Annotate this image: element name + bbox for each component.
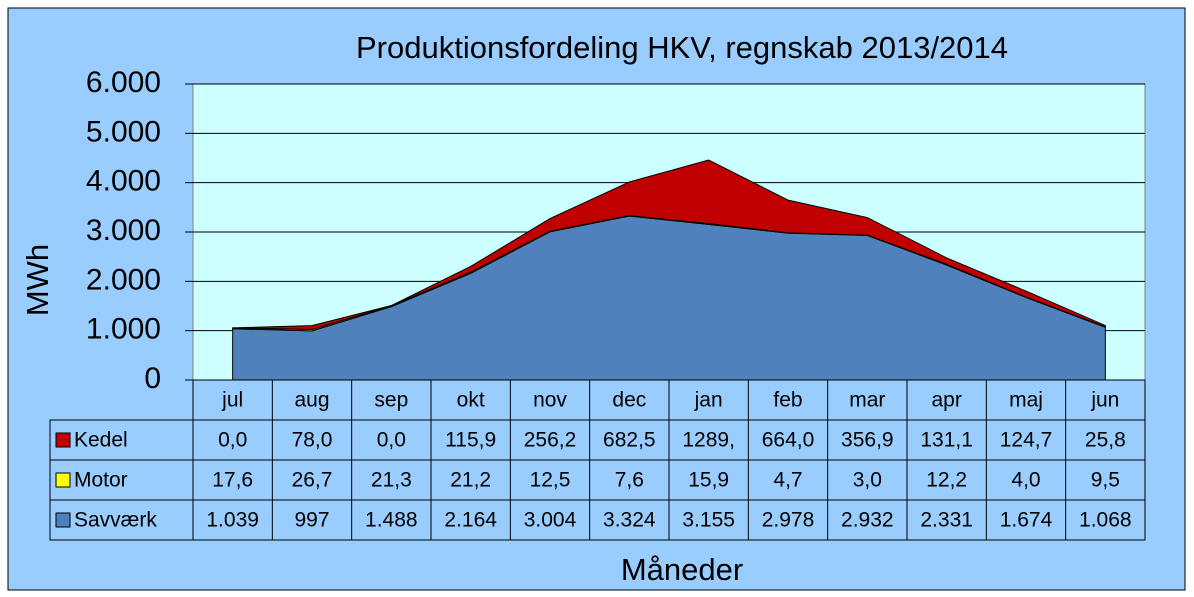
y-tick-label: 0: [144, 362, 161, 395]
table-value: 1289,: [682, 429, 735, 452]
x-tick-label: apr: [931, 389, 961, 412]
legend-swatch: [55, 432, 71, 448]
legend-swatch: [55, 472, 71, 488]
x-tick-label: sep: [374, 389, 408, 412]
table-value: 115,9: [445, 429, 496, 452]
table-value: 0,0: [377, 429, 406, 452]
y-axis-label: MWh: [20, 244, 55, 316]
table-value: 12,5: [530, 469, 571, 492]
area: [232, 159, 1106, 330]
table-value: 1.039: [206, 509, 259, 532]
table-value: 2.978: [762, 509, 815, 532]
table-value: 17,6: [212, 469, 253, 492]
table-value: 26,7: [292, 469, 333, 492]
table-value: 3.155: [682, 509, 735, 532]
table-value: 12,2: [926, 469, 967, 492]
table-value: 2.331: [920, 509, 973, 532]
table-value: 0,0: [218, 429, 247, 452]
table-value: 1.068: [1079, 509, 1132, 532]
table-value: 356,9: [841, 429, 894, 452]
table-value: 21,2: [450, 469, 491, 492]
y-tick-label: 1.000: [86, 313, 161, 346]
table-value: 21,3: [371, 469, 412, 492]
legend-label: Kedel: [74, 429, 128, 452]
y-tick-label: 5.000: [86, 115, 161, 148]
x-tick-label: feb: [773, 389, 802, 412]
x-axis-label: Måneder: [621, 552, 743, 587]
table-value: 4,7: [773, 469, 802, 492]
y-tick-label: 6.000: [86, 66, 161, 99]
x-tick-label: aug: [294, 389, 329, 412]
x-tick-label: dec: [612, 389, 646, 412]
table-value: 2.932: [841, 509, 894, 532]
table-value: 15,9: [688, 469, 729, 492]
x-tick-label: okt: [457, 389, 485, 412]
x-tick-label: maj: [1009, 389, 1043, 412]
y-tick-label: 3.000: [86, 214, 161, 247]
y-tick-label: 4.000: [86, 165, 161, 198]
x-tick-label: jan: [694, 389, 723, 412]
table-value: 1.674: [1000, 509, 1053, 532]
table-value: 4,0: [1011, 469, 1040, 492]
table-value: 997: [294, 509, 329, 532]
table-value: 256,2: [524, 429, 577, 452]
x-tick-label: jun: [1090, 389, 1119, 412]
table-value: 3.324: [603, 509, 656, 532]
table-value: 664,0: [762, 429, 815, 452]
x-tick-label: jul: [221, 389, 243, 412]
table-value: 2.164: [444, 509, 497, 532]
table-value: 131,1: [920, 429, 973, 452]
table-value: 682,5: [603, 429, 656, 452]
x-tick-label: nov: [533, 389, 567, 412]
table-value: 25,8: [1085, 429, 1126, 452]
chart-title: Produktionsfordeling HKV, regnskab 2013/…: [356, 30, 1008, 65]
table-value: 78,0: [292, 429, 333, 452]
legend-label: Savværk: [74, 509, 157, 532]
table-value: 124,7: [1000, 429, 1053, 452]
y-tick-label: 2.000: [86, 263, 161, 296]
table-value: 9,5: [1091, 469, 1120, 492]
legend-swatch: [55, 512, 71, 528]
table-value: 7,6: [615, 469, 644, 492]
table-value: 3.004: [524, 509, 577, 532]
legend-label: Motor: [74, 469, 128, 492]
x-tick-label: mar: [849, 389, 885, 412]
table-value: 1.488: [365, 509, 418, 532]
table-value: 3,0: [853, 469, 882, 492]
